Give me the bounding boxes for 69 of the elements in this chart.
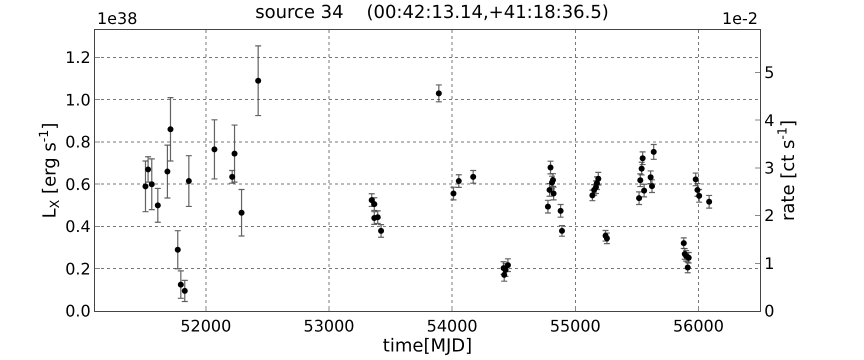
text: 1e-2 [722, 9, 758, 28]
point [636, 195, 642, 202]
x-tick-label: 54000 [426, 316, 478, 336]
y-tick-label: 0.2 [65, 259, 91, 278]
point [640, 155, 646, 162]
point [148, 181, 155, 188]
point [186, 178, 192, 184]
point [142, 183, 148, 190]
point [164, 168, 170, 175]
y2-tick-label: 3 [764, 158, 774, 178]
x-tick-label: 56000 [672, 316, 724, 336]
point [232, 150, 238, 157]
point [374, 214, 381, 220]
y-tick-label: 1.2 [65, 48, 91, 68]
point [648, 174, 654, 180]
point [378, 228, 384, 234]
x-tick-label: 52000 [180, 316, 232, 336]
point [692, 176, 699, 182]
point [182, 288, 188, 294]
point [649, 183, 655, 190]
y-tick-label: 0.4 [65, 217, 91, 236]
x-tick-label: 55000 [550, 316, 601, 336]
point [544, 204, 551, 210]
point [178, 282, 184, 288]
point [680, 240, 687, 246]
point [238, 210, 245, 216]
point [558, 208, 564, 214]
point [211, 146, 218, 152]
point [684, 264, 691, 270]
point [229, 174, 236, 180]
point [470, 174, 476, 180]
point [174, 246, 181, 253]
point [604, 235, 610, 242]
point [706, 198, 712, 205]
y-tick-label: 1.0 [65, 90, 91, 110]
point [167, 126, 174, 132]
point [548, 164, 554, 171]
y-tick-label: 0.6 [65, 174, 91, 194]
point [637, 177, 644, 184]
text: 1e38 [97, 9, 138, 28]
point [550, 190, 557, 197]
y-tick-label: 0.8 [65, 132, 91, 152]
point [638, 166, 645, 172]
point [546, 186, 553, 193]
point [694, 186, 700, 193]
point [650, 148, 657, 155]
point [456, 178, 462, 184]
point [450, 190, 456, 197]
y2-tick-label: 1 [764, 254, 774, 273]
x-tick-label: 53000 [304, 316, 354, 336]
point [558, 228, 565, 234]
point [145, 166, 152, 172]
x-axis-title: time[MJD] [382, 335, 472, 356]
y2-tick-label: 2 [764, 206, 774, 226]
point [504, 262, 511, 268]
y2-tick-label: 5 [764, 63, 774, 82]
point [686, 254, 692, 261]
point [255, 78, 262, 84]
point [696, 192, 702, 199]
point [436, 90, 442, 96]
point [589, 192, 596, 198]
chart-title: source 34 (00:42:13.14,+41:18:36.5) [255, 2, 609, 23]
point [371, 201, 378, 208]
y-tick-label: 0.0 [65, 302, 91, 321]
y2-tick-label: 4 [764, 110, 774, 130]
point [641, 188, 648, 194]
y2-tick-label: 0 [764, 302, 774, 321]
point [595, 176, 602, 182]
point [154, 202, 161, 208]
